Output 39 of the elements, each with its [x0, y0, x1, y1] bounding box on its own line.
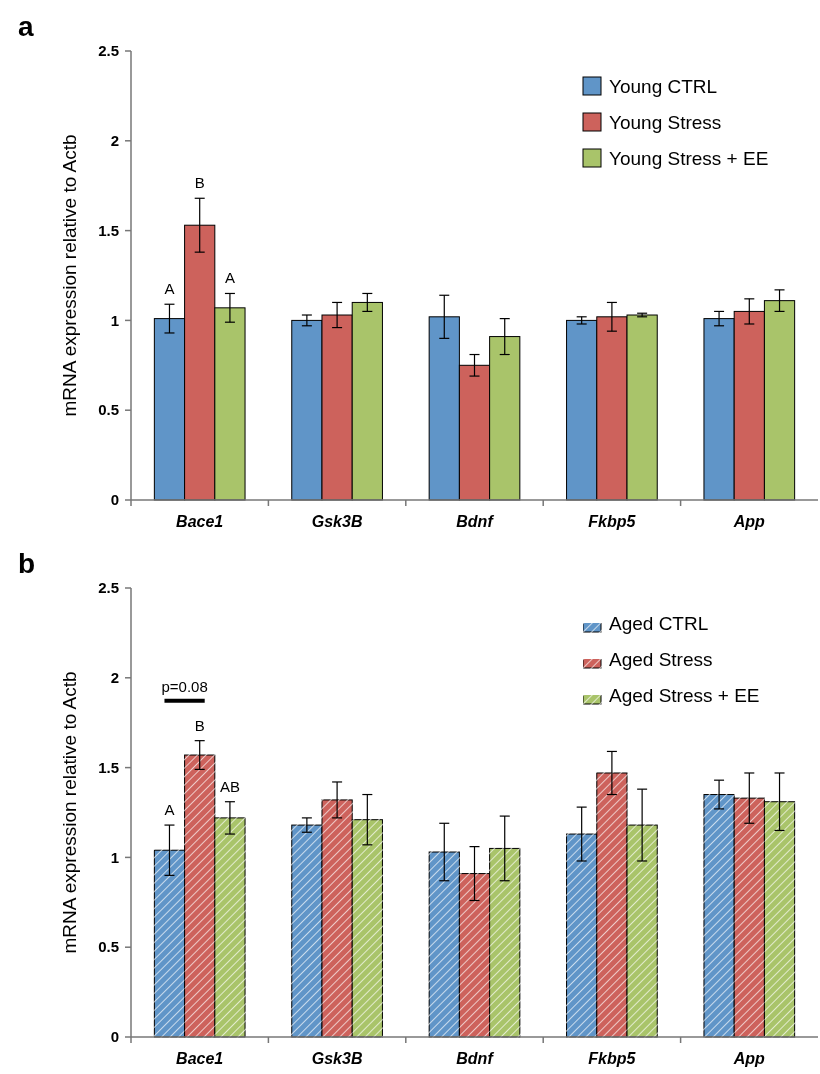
- y-tick-label: 1: [110, 848, 119, 866]
- annotation: B: [194, 174, 205, 192]
- x-tick-label: Gsk3B: [311, 513, 363, 530]
- y-tick-label: 2.5: [98, 42, 119, 60]
- annotation: A: [164, 280, 175, 298]
- x-tick-label: Bace1: [176, 513, 224, 530]
- y-tick-label: 0.5: [98, 938, 119, 956]
- chart-title: b: [18, 548, 36, 579]
- y-axis-title: mRNA expression relative to Actb: [59, 134, 80, 417]
- legend-label: Aged CTRL: [609, 612, 709, 634]
- legend-label: Aged Stress + EE: [609, 684, 760, 706]
- annotation: A: [224, 269, 235, 287]
- x-tick-label: Fkbp5: [588, 513, 637, 530]
- y-tick-label: 2.5: [98, 579, 119, 597]
- annotation: B: [194, 716, 205, 734]
- y-tick-label: 2: [110, 132, 119, 150]
- annotation: p=0.08: [161, 677, 208, 695]
- legend-label: Young CTRL: [609, 75, 718, 97]
- chart-title: a: [18, 11, 34, 42]
- legend-label: Aged Stress: [609, 648, 713, 670]
- y-tick-label: 0.5: [98, 401, 119, 419]
- annotation: AB: [219, 777, 240, 795]
- y-tick-label: 2: [110, 669, 119, 687]
- x-tick-label: Gsk3B: [311, 1050, 363, 1067]
- y-tick-label: 1.5: [98, 221, 119, 239]
- y-tick-label: 0: [110, 491, 119, 509]
- legend-label: Young Stress: [609, 111, 722, 133]
- y-axis-title: mRNA expression relative to Actb: [59, 671, 80, 954]
- legend-label: Young Stress + EE: [609, 147, 769, 169]
- x-tick-label: Fkbp5: [588, 1050, 637, 1067]
- x-tick-label: Bdnf: [456, 513, 495, 530]
- y-tick-label: 0: [110, 1028, 119, 1046]
- annotation: A: [164, 801, 175, 819]
- x-tick-label: Bdnf: [456, 1050, 495, 1067]
- x-tick-label: Bace1: [176, 1050, 224, 1067]
- y-tick-label: 1: [110, 311, 119, 329]
- x-tick-label: App: [732, 1050, 766, 1067]
- y-tick-label: 1.5: [98, 758, 119, 776]
- x-tick-label: App: [732, 513, 766, 530]
